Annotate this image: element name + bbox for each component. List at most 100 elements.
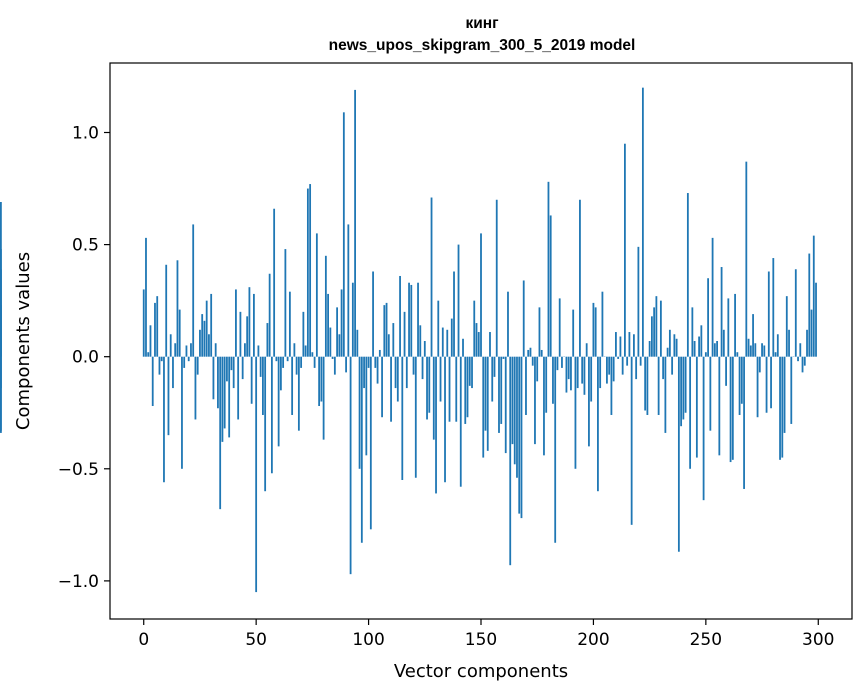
bar-40 [232, 356, 235, 389]
bar-71 [302, 311, 305, 357]
bar-3 [149, 325, 152, 357]
bar-199 [590, 356, 593, 402]
bar-273 [756, 356, 759, 418]
bar-101 [369, 356, 372, 530]
bar-47 [248, 287, 251, 357]
bar-23 [194, 356, 197, 420]
bar-17 [181, 356, 183, 469]
bar-104 [376, 356, 379, 384]
bar-undefined [0, 356, 2, 431]
bar-4 [151, 356, 154, 407]
x-tick-label: 200 [577, 630, 609, 650]
bar-164 [511, 356, 514, 445]
bar-43 [239, 311, 242, 357]
bar-37 [226, 356, 228, 382]
bar-179 [545, 356, 548, 413]
bar-283 [779, 356, 781, 460]
bar-223 [644, 356, 647, 411]
bar-16 [178, 309, 181, 357]
bar-1 [145, 237, 147, 357]
bar-122 [417, 282, 419, 357]
bar-216 [628, 332, 631, 357]
bar-294 [803, 356, 806, 366]
bar-111 [392, 323, 395, 357]
x-tick-label: 100 [352, 630, 384, 650]
bar-138 [453, 271, 455, 357]
bar-189 [567, 356, 570, 380]
bar-173 [531, 356, 534, 366]
bar-36 [223, 356, 226, 429]
bar-212 [619, 336, 622, 357]
bar-139 [455, 356, 458, 422]
bar-265 [738, 356, 741, 415]
bar-168 [520, 356, 523, 519]
bar-257 [720, 267, 723, 357]
bar-81 [324, 255, 327, 357]
bar-299 [815, 282, 817, 357]
bar-100 [367, 356, 370, 368]
bar-224 [646, 356, 649, 415]
bar-162 [507, 291, 509, 357]
bar-135 [446, 329, 449, 357]
bar-123 [419, 325, 422, 357]
bar-119 [410, 284, 413, 357]
bar-undefined [0, 305, 2, 357]
bar-176 [538, 307, 541, 357]
bar-106 [381, 356, 383, 418]
bar-184 [556, 356, 559, 371]
bar-53 [262, 356, 264, 415]
bar-22 [192, 224, 195, 357]
bar-120 [412, 356, 415, 375]
bar-194 [579, 199, 581, 357]
bar-147 [473, 300, 476, 357]
bar-95 [356, 329, 359, 357]
bar-237 [675, 338, 678, 357]
chart-title: кинг [465, 15, 499, 32]
bar-188 [565, 356, 568, 393]
bar-290 [794, 269, 797, 357]
bar-35 [221, 356, 224, 442]
y-axis: −1.0 −0.5 0.0 0.5 1.0 [58, 124, 110, 592]
bar-57 [270, 356, 273, 474]
bar-209 [612, 356, 615, 382]
bar-211 [617, 356, 620, 359]
bar-206 [606, 356, 608, 384]
bar-144 [466, 356, 469, 418]
bar-19 [185, 345, 188, 357]
bar-65 [288, 291, 291, 357]
bar-230 [659, 300, 662, 357]
bar-268 [745, 161, 748, 357]
bar-87 [338, 334, 341, 357]
bar-69 [297, 356, 300, 431]
bar-28 [205, 300, 208, 357]
bar-260 [727, 298, 730, 357]
bar-236 [673, 334, 676, 357]
bar-278 [767, 271, 770, 357]
bar-197 [585, 343, 588, 357]
bar-85 [333, 356, 336, 375]
bar-157 [495, 199, 498, 357]
bar-59 [275, 356, 278, 362]
bar-32 [214, 343, 217, 357]
bar-146 [471, 356, 473, 389]
bar-207 [608, 356, 611, 375]
bar-227 [653, 307, 656, 357]
bar-116 [403, 311, 406, 357]
bar-263 [734, 293, 736, 357]
y-tick-label: 0.5 [72, 236, 99, 256]
bar-62 [282, 356, 285, 368]
bar-88 [340, 289, 343, 357]
bar-254 [713, 343, 716, 357]
bar-27 [203, 320, 206, 357]
bar-151 [482, 356, 485, 458]
bar-229 [657, 356, 660, 415]
bar-52 [259, 356, 262, 377]
bar-131 [437, 300, 440, 357]
bar-41 [235, 289, 237, 357]
bar-44 [241, 356, 244, 380]
bar-98 [363, 356, 365, 389]
bar-126 [426, 356, 428, 420]
bar-231 [662, 356, 665, 380]
bar-78 [318, 356, 321, 407]
bar-158 [498, 356, 500, 433]
